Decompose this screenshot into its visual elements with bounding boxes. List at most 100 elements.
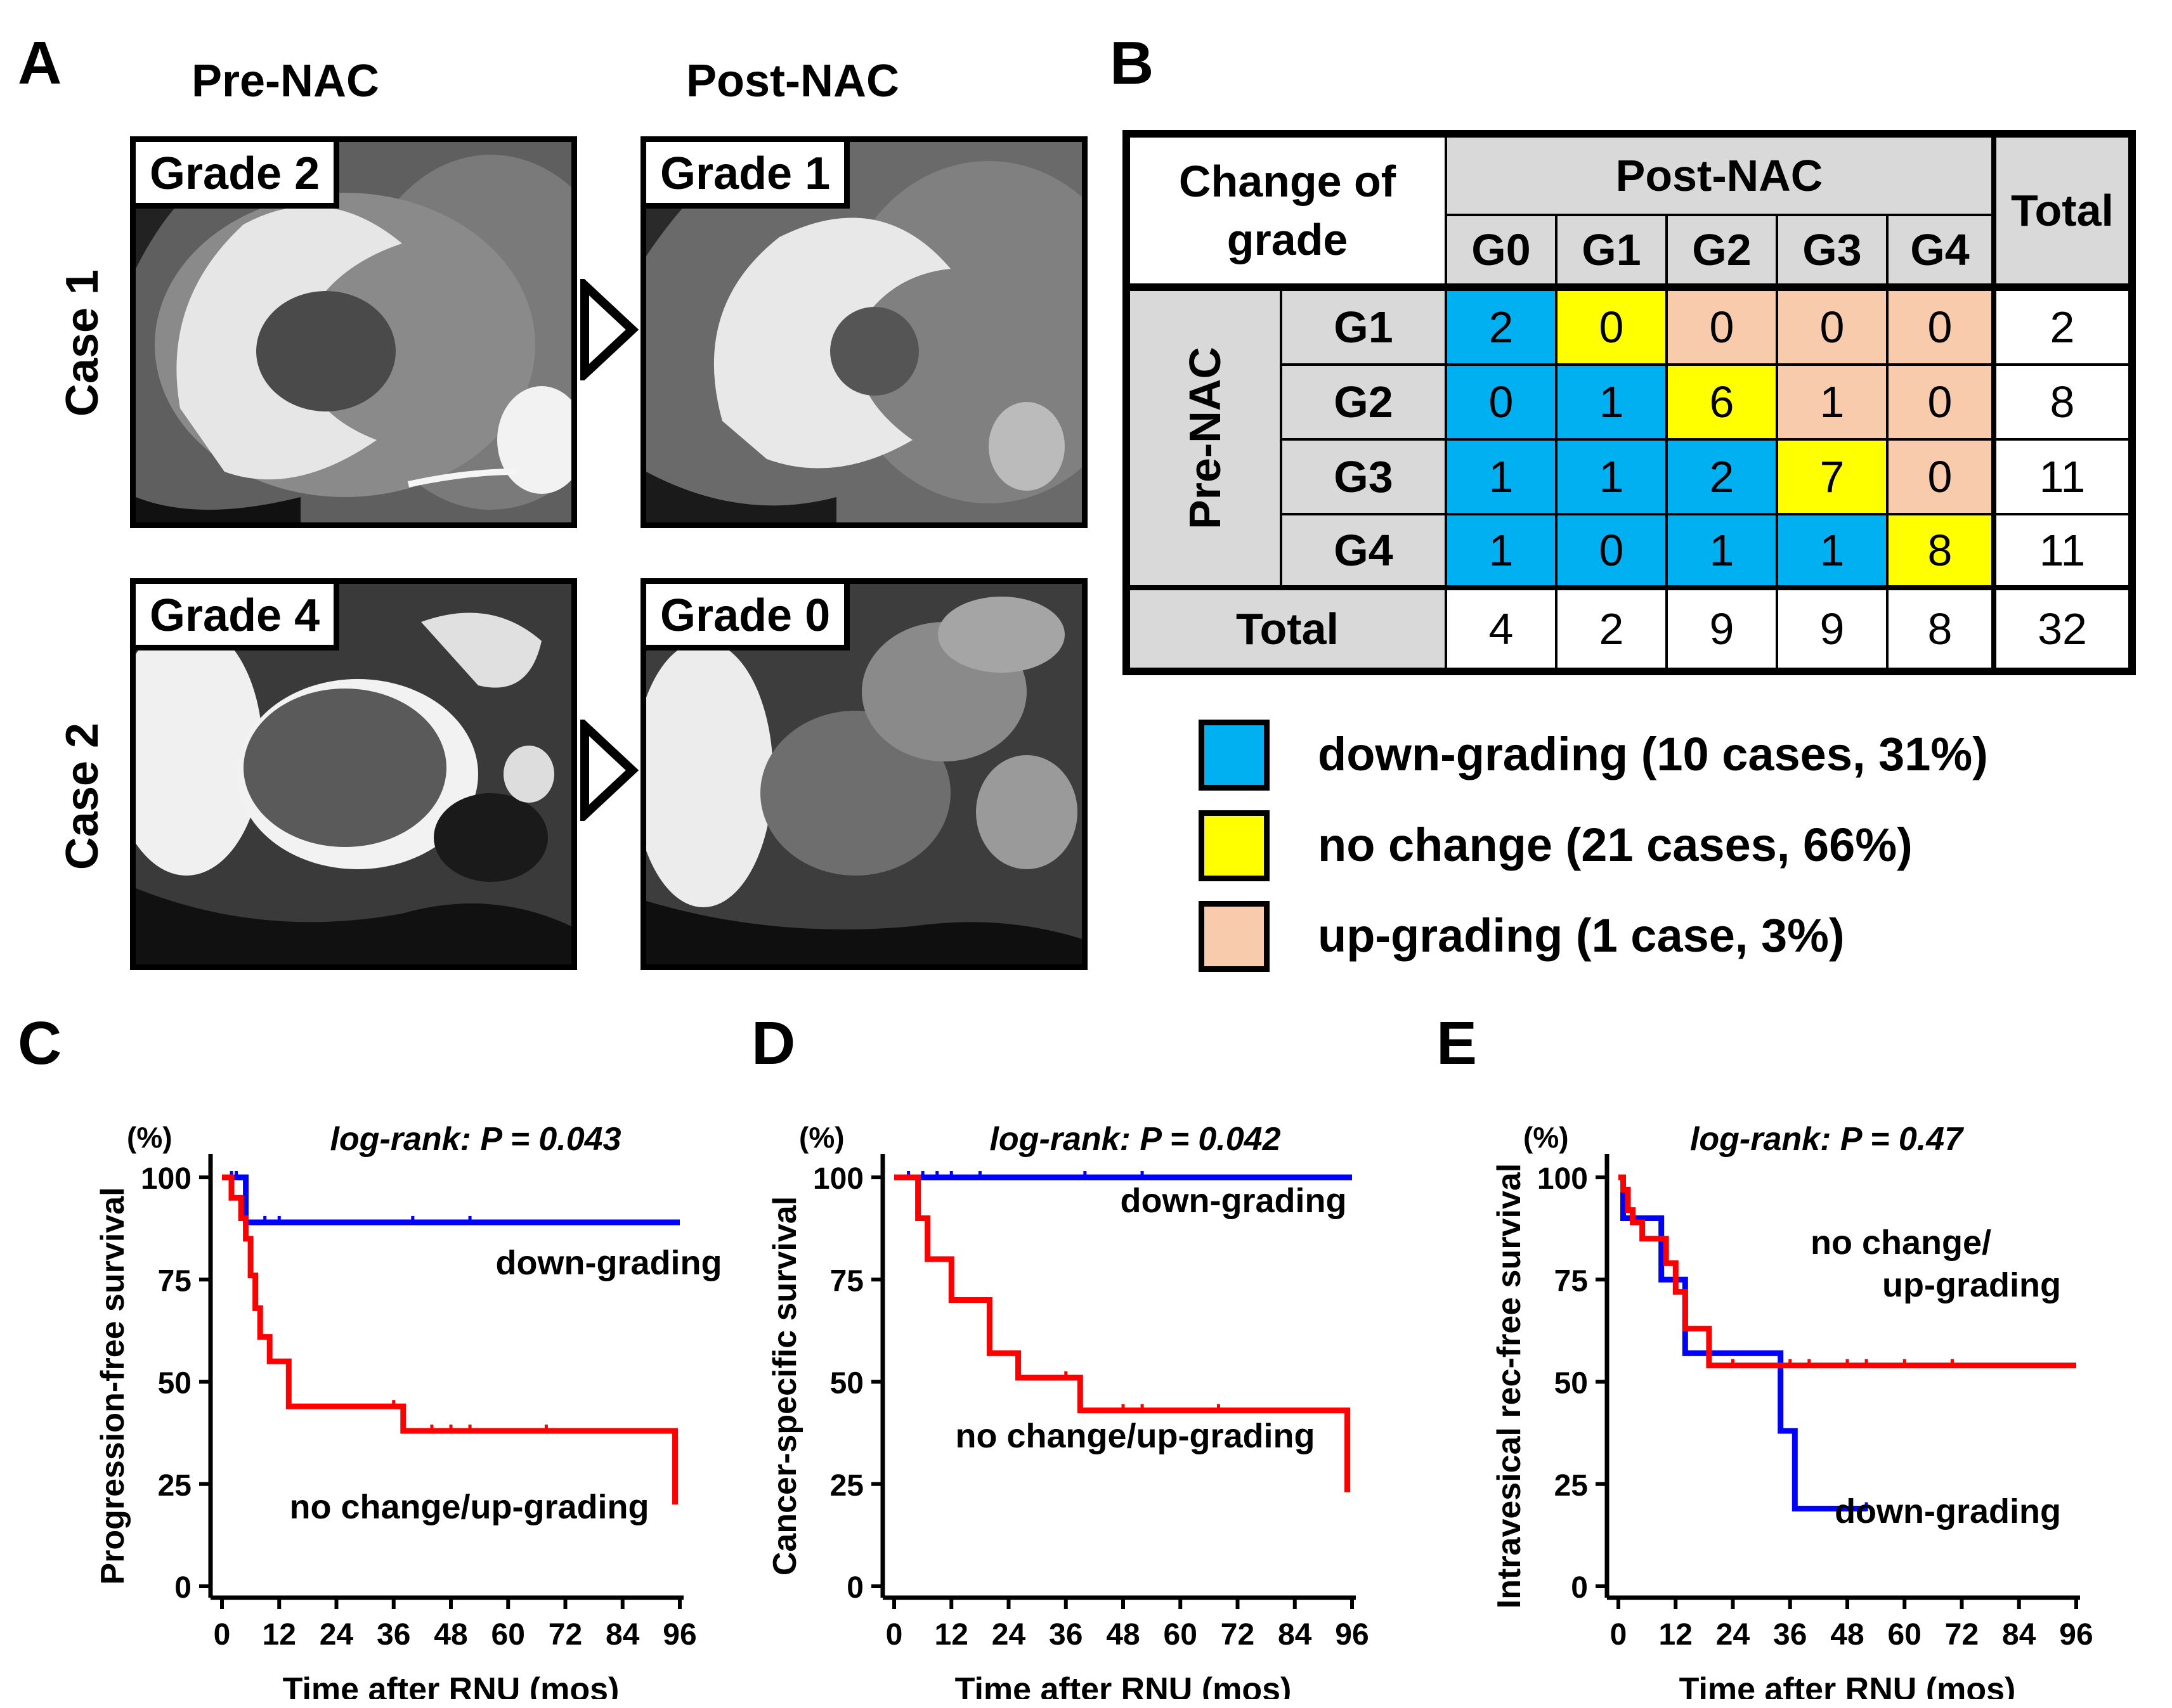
x-tick-label: 12 (935, 1618, 968, 1652)
x-tick-label: 24 (1716, 1618, 1750, 1652)
series-annotation: no change/up-grading (290, 1488, 649, 1526)
x-tick-label: 36 (1773, 1618, 1807, 1652)
y-tick-label: 0 (174, 1571, 192, 1605)
matrix-cell: 0 (1889, 366, 1996, 441)
chart-title: log-rank: P = 0.043 (330, 1121, 621, 1158)
x-tick-label: 24 (992, 1618, 1026, 1652)
x-tick-label: 24 (320, 1618, 354, 1652)
grand-total-cell: 32 (1996, 590, 2128, 668)
x-tick-label: 96 (2059, 1618, 2093, 1652)
matrix-cell: 1 (1778, 366, 1889, 441)
matrix-cell: 1 (1778, 515, 1889, 590)
x-tick-label: 60 (1164, 1618, 1197, 1652)
panel-a-label: A (18, 29, 62, 97)
grade-change-table: Change of grade Post-NAC Total Pre-NAC T… (1122, 130, 2136, 675)
y-tick-label: 0 (1571, 1571, 1588, 1605)
matrix-cell: 1 (1557, 366, 1668, 441)
case-2-pre-grade-badge: Grade 4 (136, 584, 340, 650)
row-total-cell: 2 (1996, 291, 2128, 366)
series-annotation: down-grading (496, 1244, 722, 1282)
y-tick-label: 75 (830, 1264, 864, 1298)
corner-line-2: grade (1226, 215, 1348, 264)
case-2-post-ct-image: Grade 0 (641, 578, 1088, 970)
panel-c-label: C (18, 1009, 62, 1077)
post-nac-title: Post-NAC (686, 56, 899, 107)
x-tick-label: 60 (491, 1618, 525, 1652)
matrix-cell: 1 (1447, 441, 1557, 515)
pre-row-header-g1: G1 (1282, 291, 1447, 366)
row-total-cell: 11 (1996, 515, 2128, 590)
legend-text-down: down-grading (10 cases, 31%) (1318, 728, 1988, 780)
series-annotation: no change/ (1811, 1224, 1991, 1262)
matrix-cell: 0 (1557, 291, 1668, 366)
y-tick-label: 50 (158, 1367, 192, 1401)
x-tick-label: 0 (1610, 1618, 1627, 1652)
matrix-cell: 6 (1668, 366, 1778, 441)
case-2-arrow-icon (580, 720, 639, 821)
y-axis-label: Cancer-specific survival (767, 1196, 803, 1575)
matrix-cell: 0 (1889, 441, 1996, 515)
km-chart-d: 0 25 50 75 100 0 12 24 36 48 60 72 84 96 (%) log-rank: … (767, 1121, 1369, 1699)
legend-text-up: up-grading (1 case, 3%) (1318, 909, 1845, 962)
series-annotation: down-grading (1835, 1492, 2061, 1530)
pre-nac-header-text: Pre-NAC (1180, 347, 1230, 529)
col-total-cell: 9 (1778, 590, 1889, 668)
panel-d-label: D (751, 1009, 796, 1077)
y-tick-label: 75 (158, 1264, 192, 1298)
series-annotation: down-grading (1121, 1182, 1347, 1220)
legend-swatch-same (1199, 810, 1270, 881)
y-tick-label: 25 (1554, 1469, 1588, 1503)
km-chart-e: 0 25 50 75 100 0 12 24 36 48 60 72 84 96 (%) log-rank: … (1491, 1121, 2093, 1699)
post-col-header-g2: G2 (1668, 216, 1778, 291)
series-line-no-change-up-grading (894, 1174, 1350, 1492)
col-total-cell: 9 (1668, 590, 1778, 668)
y-tick-label: 50 (830, 1367, 864, 1401)
panel-b-label: B (1110, 29, 1154, 97)
x-tick-label: 60 (1888, 1618, 1922, 1652)
matrix-cell: 8 (1889, 515, 1996, 590)
x-tick-label: 36 (1049, 1618, 1083, 1652)
pre-row-header-g4: G4 (1282, 515, 1447, 590)
y-tick-label: 50 (1554, 1367, 1588, 1401)
panel-e-label: E (1436, 1009, 1478, 1077)
col-total-cell: 8 (1889, 590, 1996, 668)
case-1-label: Case 1 (57, 269, 108, 417)
matrix-cell: 0 (1889, 291, 1996, 366)
total-header: Total (1996, 138, 2128, 291)
km-chart-c: 0 25 50 75 100 0 12 24 36 48 60 72 84 96 (%) log-rank: … (94, 1121, 722, 1699)
y-tick-label: 100 (141, 1162, 192, 1196)
series-line-down-grading (1618, 1174, 1867, 1511)
col-total-cell: 2 (1557, 590, 1668, 668)
y-tick-label: 75 (1554, 1264, 1588, 1298)
table-corner-label: Change of grade (1130, 138, 1447, 291)
x-tick-label: 12 (263, 1618, 296, 1652)
y-axis-label: Intravesical rec-free survival (1491, 1163, 1528, 1608)
y-tick-label: 25 (830, 1469, 864, 1503)
y-unit-label: (%) (1523, 1121, 1569, 1154)
x-tick-label: 72 (1945, 1618, 1979, 1652)
pre-row-header-g3: G3 (1282, 441, 1447, 515)
y-tick-label: 0 (847, 1571, 864, 1605)
x-tick-label: 96 (1335, 1618, 1369, 1652)
series-line-no-change-up-grading (222, 1174, 678, 1504)
x-tick-label: 48 (1106, 1618, 1140, 1652)
case-1-pre-grade-badge: Grade 2 (136, 142, 340, 209)
pre-row-header-g2: G2 (1282, 366, 1447, 441)
matrix-cell: 1 (1557, 441, 1668, 515)
legend-swatch-down (1199, 720, 1270, 791)
pre-nac-header: Pre-NAC (1130, 291, 1282, 590)
pre-nac-title: Pre-NAC (191, 56, 380, 107)
case-1-post-grade-badge: Grade 1 (646, 142, 850, 209)
y-axis-label: Progression-free survival (94, 1187, 131, 1584)
case-2-pre-ct-image: Grade 4 (130, 578, 577, 970)
x-tick-label: 84 (606, 1618, 640, 1652)
x-tick-label: 36 (377, 1618, 410, 1652)
corner-line-1: Change of (1178, 157, 1396, 206)
matrix-cell: 1 (1668, 515, 1778, 590)
x-axis-label: Time after RNU (mos) (1679, 1671, 2016, 1699)
x-axis-label: Time after RNU (mos) (283, 1671, 620, 1699)
row-total-cell: 11 (1996, 441, 2128, 515)
post-col-header-g3: G3 (1778, 216, 1889, 291)
post-col-header-g0: G0 (1447, 216, 1557, 291)
series-line-down-grading (222, 1174, 680, 1226)
